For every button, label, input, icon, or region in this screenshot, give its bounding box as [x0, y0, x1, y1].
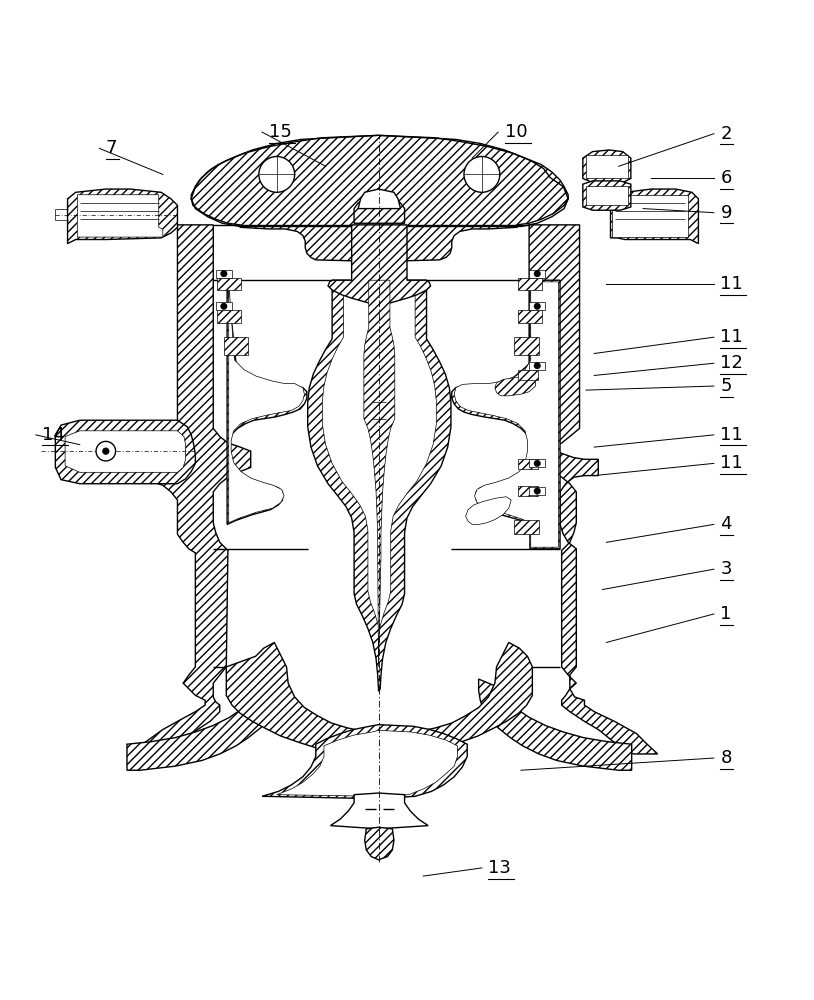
Text: 12: 12: [720, 354, 743, 372]
Polygon shape: [364, 280, 395, 667]
Bar: [518, 486, 538, 496]
Bar: [529, 362, 545, 370]
Text: 5: 5: [720, 377, 732, 395]
Bar: [518, 310, 542, 323]
Polygon shape: [354, 197, 405, 223]
Polygon shape: [495, 363, 536, 396]
Text: 3: 3: [720, 560, 732, 578]
Polygon shape: [328, 225, 431, 305]
Circle shape: [534, 488, 540, 494]
Circle shape: [221, 270, 227, 277]
Polygon shape: [586, 186, 628, 205]
Polygon shape: [227, 280, 307, 524]
Text: 11: 11: [720, 426, 743, 444]
Text: 13: 13: [488, 859, 511, 877]
Polygon shape: [583, 150, 631, 183]
Text: 6: 6: [720, 169, 732, 187]
Circle shape: [534, 270, 540, 277]
Text: 2: 2: [720, 125, 732, 143]
Polygon shape: [330, 793, 428, 829]
Polygon shape: [65, 431, 186, 472]
Circle shape: [96, 441, 116, 461]
Bar: [529, 302, 545, 310]
Circle shape: [221, 303, 227, 310]
Polygon shape: [77, 195, 163, 237]
Polygon shape: [262, 725, 467, 799]
Polygon shape: [610, 189, 698, 244]
Polygon shape: [308, 280, 451, 691]
Circle shape: [534, 460, 540, 467]
Bar: [529, 487, 545, 495]
Polygon shape: [94, 225, 251, 754]
Polygon shape: [226, 642, 532, 754]
Polygon shape: [322, 282, 436, 638]
Polygon shape: [191, 135, 568, 261]
Text: 7: 7: [106, 139, 117, 157]
Text: 11: 11: [720, 454, 743, 472]
Circle shape: [259, 156, 295, 192]
Polygon shape: [365, 827, 394, 860]
Text: 4: 4: [720, 515, 732, 533]
Polygon shape: [479, 679, 632, 770]
Polygon shape: [358, 795, 400, 830]
Bar: [224, 337, 248, 355]
Circle shape: [103, 448, 109, 454]
Text: 14: 14: [42, 426, 65, 444]
Bar: [529, 270, 545, 278]
Bar: [518, 278, 542, 290]
Text: 1: 1: [720, 605, 732, 623]
Bar: [217, 310, 241, 323]
Circle shape: [534, 303, 540, 310]
Polygon shape: [277, 730, 457, 796]
Polygon shape: [229, 282, 304, 523]
Bar: [514, 520, 539, 534]
Polygon shape: [586, 155, 628, 178]
Text: 9: 9: [720, 204, 732, 222]
Polygon shape: [452, 280, 560, 549]
Polygon shape: [68, 189, 177, 244]
Text: 8: 8: [720, 749, 732, 767]
Polygon shape: [55, 420, 195, 484]
Text: 15: 15: [269, 123, 291, 141]
Polygon shape: [466, 497, 511, 524]
Polygon shape: [612, 195, 688, 237]
Circle shape: [534, 362, 540, 369]
Bar: [529, 459, 545, 467]
Bar: [216, 302, 232, 310]
Polygon shape: [529, 225, 658, 754]
Circle shape: [464, 156, 500, 192]
Bar: [518, 459, 538, 469]
Bar: [216, 270, 232, 278]
Polygon shape: [454, 282, 558, 547]
Text: 11: 11: [720, 275, 743, 293]
Text: 10: 10: [505, 123, 527, 141]
Bar: [217, 278, 241, 290]
Bar: [518, 370, 538, 380]
Polygon shape: [127, 679, 280, 770]
Text: 11: 11: [720, 328, 743, 346]
Bar: [514, 337, 539, 355]
Polygon shape: [358, 189, 400, 209]
Polygon shape: [583, 181, 631, 210]
